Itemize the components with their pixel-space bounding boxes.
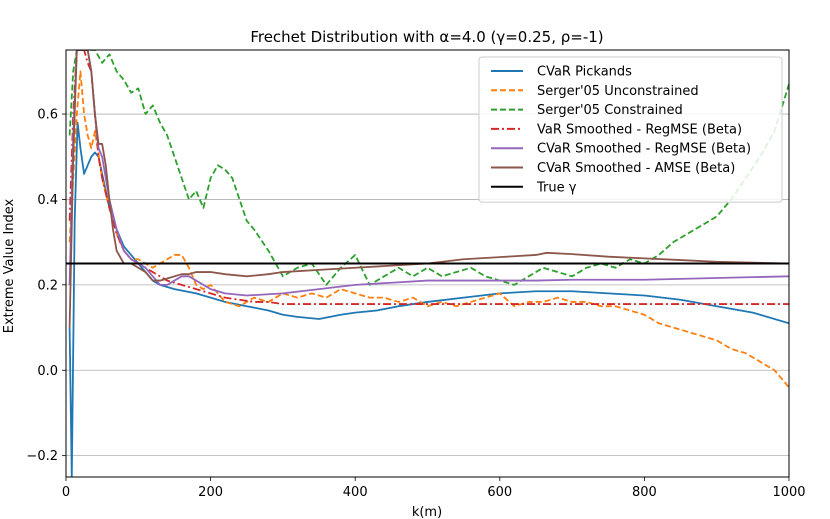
y-tick-label-0: −0.2: [26, 449, 58, 464]
legend-label-3: VaR Smoothed - RegMSE (Beta): [537, 122, 742, 137]
legend: CVaR Pickands Serger'05 Unconstrained Serg…: [478, 56, 783, 203]
y-tick-label-4: 0.6: [37, 108, 58, 123]
legend-label-0: CVaR Pickands: [537, 65, 632, 80]
x-tick-label-1: 200: [198, 485, 223, 500]
legend-label-4: CVaR Smoothed - RegMSE (Beta): [537, 142, 751, 157]
x-axis-label: k(m): [412, 505, 442, 519]
grid: [66, 113, 789, 457]
x-tick-label-4: 800: [632, 485, 657, 500]
x-tick-label-0: 0: [62, 485, 70, 500]
chart-title: Frechet Distribution with α=4.0 (γ=0.25,…: [250, 28, 603, 46]
x-tick-label-2: 400: [343, 485, 368, 500]
series-layer: [66, 50, 789, 477]
x-tick-label-3: 600: [487, 485, 512, 500]
legend-label-2: Serger'05 Constrained: [537, 103, 683, 118]
legend-label-6: True γ: [536, 180, 577, 195]
series-line-5: [68, 50, 789, 328]
y-axis-label: Extreme Value Index: [2, 198, 17, 333]
legend-label-5: CVaR Smoothed - AMSE (Beta): [537, 161, 735, 176]
y-tick-label-2: 0.2: [37, 278, 58, 293]
x-tick-label-5: 1000: [772, 485, 805, 500]
legend-label-1: Serger'05 Unconstrained: [537, 84, 699, 99]
series-line-2: [68, 50, 789, 286]
y-tick-label-3: 0.4: [37, 193, 58, 208]
y-axis: −0.2 0.0 0.2 0.4 0.6: [26, 108, 66, 464]
legend-box: [478, 56, 783, 203]
x-axis: 0 200 400 600 800 1000: [62, 477, 806, 500]
plot-frame: [65, 49, 790, 478]
series-line-0: [68, 121, 789, 477]
y-tick-label-1: 0.0: [37, 364, 58, 379]
